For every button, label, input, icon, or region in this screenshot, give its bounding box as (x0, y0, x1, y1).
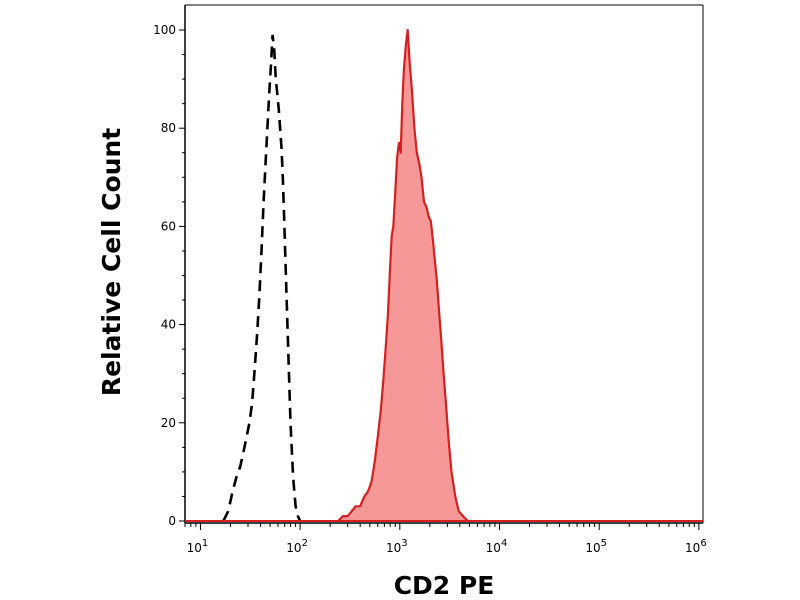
x-tick-label: 103 (386, 538, 408, 555)
y-axis-title: Relative Cell Count (97, 128, 126, 396)
y-tick-label: 20 (161, 416, 176, 430)
x-tick-label: 106 (685, 538, 707, 555)
sample-histogram-fill (338, 30, 472, 521)
plot-frame (184, 4, 704, 524)
sample-histogram-line (337, 28, 472, 523)
series-layer (185, 28, 703, 523)
control-histogram-line (222, 34, 302, 522)
x-axis-title: CD2 PE (394, 571, 495, 600)
y-tick-label: 100 (153, 23, 176, 37)
x-tick-label: 102 (286, 538, 308, 555)
x-tick-label: 101 (187, 538, 209, 555)
tick-layer: 0 20 40 60 80 100 101 102 103 104 105 106 (153, 23, 707, 555)
y-tick-label: 40 (161, 318, 176, 332)
y-tick-label: 60 (161, 219, 176, 233)
y-tick-label: 0 (168, 514, 176, 528)
y-tick-label: 80 (161, 121, 176, 135)
x-tick-label: 105 (585, 538, 607, 555)
x-tick-label: 104 (486, 538, 508, 555)
